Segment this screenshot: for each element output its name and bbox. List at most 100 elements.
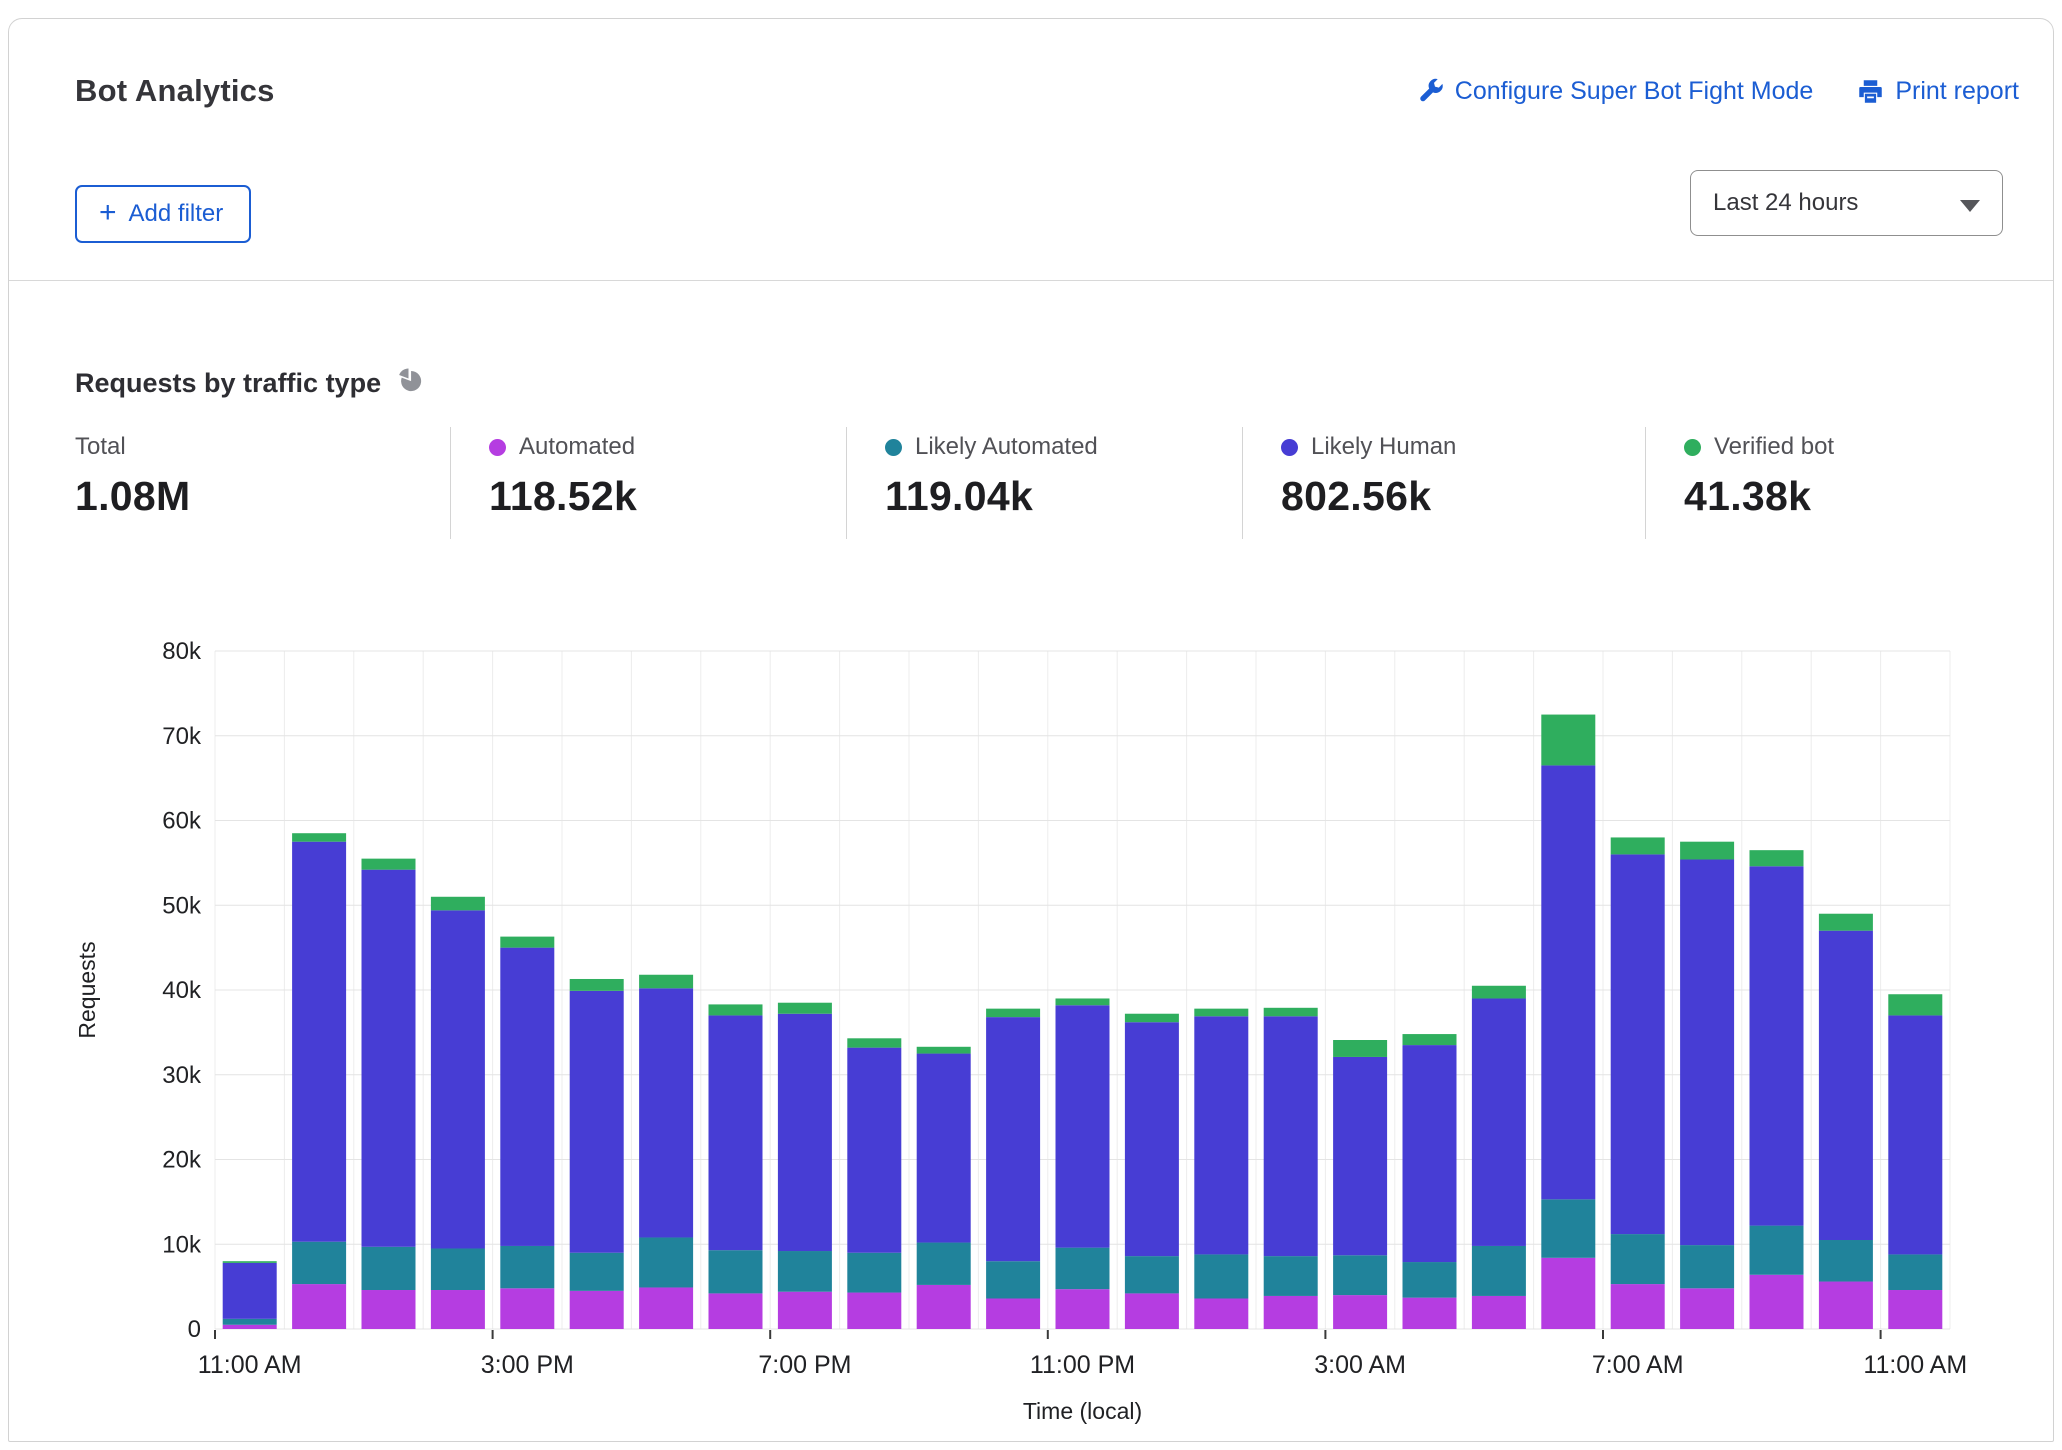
bar-1100pm-automated[interactable] xyxy=(1056,1289,1110,1329)
bar-1100am-verified-bot[interactable] xyxy=(223,1261,277,1263)
bar-1000pm-likely-human[interactable] xyxy=(986,1017,1040,1261)
bar-800am-automated[interactable] xyxy=(1680,1288,1734,1329)
bar-1200pm-likely-human[interactable] xyxy=(292,842,346,1242)
bar-1200pm-verified-bot[interactable] xyxy=(292,833,346,841)
bar-300am-verified-bot[interactable] xyxy=(1333,1040,1387,1057)
bar-700am-automated[interactable] xyxy=(1611,1284,1665,1329)
bar-1000am-likely-automated[interactable] xyxy=(1819,1240,1873,1282)
bar-600pm-verified-bot[interactable] xyxy=(709,1004,763,1015)
bar-700pm-automated[interactable] xyxy=(778,1292,832,1329)
bar-100pm-likely-automated[interactable] xyxy=(362,1247,416,1290)
bar-1100am-likely-automated[interactable] xyxy=(223,1319,277,1325)
bar-300pm-verified-bot[interactable] xyxy=(500,937,554,948)
bar-900pm-likely-automated[interactable] xyxy=(917,1243,971,1285)
bar-1200am-verified-bot[interactable] xyxy=(1125,1014,1179,1022)
bar-500am-likely-automated[interactable] xyxy=(1472,1246,1526,1296)
bar-1100am-verified-bot[interactable] xyxy=(1888,994,1942,1015)
bar-900am-verified-bot[interactable] xyxy=(1750,850,1804,866)
bar-300pm-likely-automated[interactable] xyxy=(500,1246,554,1288)
bar-1200am-automated[interactable] xyxy=(1125,1293,1179,1329)
bar-600am-verified-bot[interactable] xyxy=(1541,715,1595,766)
bar-300am-automated[interactable] xyxy=(1333,1295,1387,1329)
bar-200am-automated[interactable] xyxy=(1264,1296,1318,1329)
bar-500pm-likely-human[interactable] xyxy=(639,988,693,1237)
bar-300am-likely-human[interactable] xyxy=(1333,1057,1387,1255)
bar-1000am-verified-bot[interactable] xyxy=(1819,914,1873,931)
bar-600pm-automated[interactable] xyxy=(709,1293,763,1329)
bar-900am-likely-human[interactable] xyxy=(1750,866,1804,1225)
bar-200pm-likely-automated[interactable] xyxy=(431,1248,485,1290)
bar-400am-automated[interactable] xyxy=(1403,1298,1457,1329)
bar-700pm-verified-bot[interactable] xyxy=(778,1003,832,1014)
bar-900pm-automated[interactable] xyxy=(917,1285,971,1329)
bar-1000am-likely-human[interactable] xyxy=(1819,931,1873,1240)
bar-1100pm-likely-human[interactable] xyxy=(1056,1005,1110,1247)
bar-600am-likely-automated[interactable] xyxy=(1541,1199,1595,1257)
bar-400pm-verified-bot[interactable] xyxy=(570,979,624,991)
print-report-link[interactable]: Print report xyxy=(1857,77,2019,106)
bar-100pm-verified-bot[interactable] xyxy=(362,859,416,870)
bar-1000am-automated[interactable] xyxy=(1819,1282,1873,1329)
bar-300pm-likely-human[interactable] xyxy=(500,948,554,1246)
bar-1100am-automated[interactable] xyxy=(223,1325,277,1329)
bar-1100am-likely-automated[interactable] xyxy=(1888,1254,1942,1290)
time-range-select[interactable]: Last 24 hours xyxy=(1690,170,2003,236)
bar-100pm-likely-human[interactable] xyxy=(362,870,416,1247)
bar-800am-likely-human[interactable] xyxy=(1680,859,1734,1245)
bar-700pm-likely-automated[interactable] xyxy=(778,1251,832,1292)
bar-600am-likely-human[interactable] xyxy=(1541,765,1595,1199)
bar-500am-automated[interactable] xyxy=(1472,1296,1526,1329)
bar-300pm-automated[interactable] xyxy=(500,1288,554,1329)
configure-super-bot-fight-mode-link[interactable]: Configure Super Bot Fight Mode xyxy=(1417,77,1814,106)
bar-200pm-verified-bot[interactable] xyxy=(431,897,485,911)
bar-500am-verified-bot[interactable] xyxy=(1472,986,1526,999)
bar-900pm-verified-bot[interactable] xyxy=(917,1047,971,1054)
bar-900pm-likely-human[interactable] xyxy=(917,1054,971,1243)
bar-400am-likely-human[interactable] xyxy=(1403,1045,1457,1262)
bar-400am-verified-bot[interactable] xyxy=(1403,1034,1457,1045)
bar-1000pm-verified-bot[interactable] xyxy=(986,1009,1040,1017)
bar-1100pm-likely-automated[interactable] xyxy=(1056,1248,1110,1290)
bar-500pm-verified-bot[interactable] xyxy=(639,975,693,989)
bar-200am-likely-automated[interactable] xyxy=(1264,1256,1318,1296)
bar-800pm-verified-bot[interactable] xyxy=(847,1038,901,1047)
bar-1200am-likely-human[interactable] xyxy=(1125,1022,1179,1256)
bar-1200am-likely-automated[interactable] xyxy=(1125,1256,1179,1293)
bar-700pm-likely-human[interactable] xyxy=(778,1014,832,1251)
bar-400pm-likely-human[interactable] xyxy=(570,991,624,1253)
bar-900am-likely-automated[interactable] xyxy=(1750,1226,1804,1275)
bar-1000pm-likely-automated[interactable] xyxy=(986,1261,1040,1298)
bar-700am-verified-bot[interactable] xyxy=(1611,837,1665,854)
bar-800pm-likely-human[interactable] xyxy=(847,1048,901,1253)
bar-600pm-likely-automated[interactable] xyxy=(709,1250,763,1293)
bar-1100am-likely-human[interactable] xyxy=(1888,1015,1942,1254)
bar-300am-likely-automated[interactable] xyxy=(1333,1255,1387,1295)
bar-100am-automated[interactable] xyxy=(1194,1298,1248,1329)
bar-200am-likely-human[interactable] xyxy=(1264,1016,1318,1256)
bar-400am-likely-automated[interactable] xyxy=(1403,1262,1457,1298)
bar-200pm-likely-human[interactable] xyxy=(431,910,485,1248)
add-filter-button[interactable]: + Add filter xyxy=(75,185,251,243)
bar-100am-verified-bot[interactable] xyxy=(1194,1009,1248,1017)
bar-500pm-automated[interactable] xyxy=(639,1287,693,1329)
bar-200am-verified-bot[interactable] xyxy=(1264,1008,1318,1016)
bar-800am-likely-automated[interactable] xyxy=(1680,1245,1734,1288)
bar-1100am-likely-human[interactable] xyxy=(223,1263,277,1319)
bar-700am-likely-automated[interactable] xyxy=(1611,1234,1665,1284)
bar-500pm-likely-automated[interactable] xyxy=(639,1237,693,1287)
bar-100pm-automated[interactable] xyxy=(362,1290,416,1329)
bar-800am-verified-bot[interactable] xyxy=(1680,842,1734,860)
bar-200pm-automated[interactable] xyxy=(431,1290,485,1329)
bar-400pm-likely-automated[interactable] xyxy=(570,1253,624,1291)
bar-800pm-likely-automated[interactable] xyxy=(847,1253,901,1293)
bar-600pm-likely-human[interactable] xyxy=(709,1015,763,1250)
bar-500am-likely-human[interactable] xyxy=(1472,998,1526,1245)
bar-600am-automated[interactable] xyxy=(1541,1258,1595,1329)
bar-100am-likely-automated[interactable] xyxy=(1194,1254,1248,1298)
bar-1000pm-automated[interactable] xyxy=(986,1298,1040,1329)
bar-800pm-automated[interactable] xyxy=(847,1293,901,1329)
bar-400pm-automated[interactable] xyxy=(570,1291,624,1329)
bar-900am-automated[interactable] xyxy=(1750,1275,1804,1329)
bar-100am-likely-human[interactable] xyxy=(1194,1016,1248,1254)
bar-700am-likely-human[interactable] xyxy=(1611,854,1665,1234)
